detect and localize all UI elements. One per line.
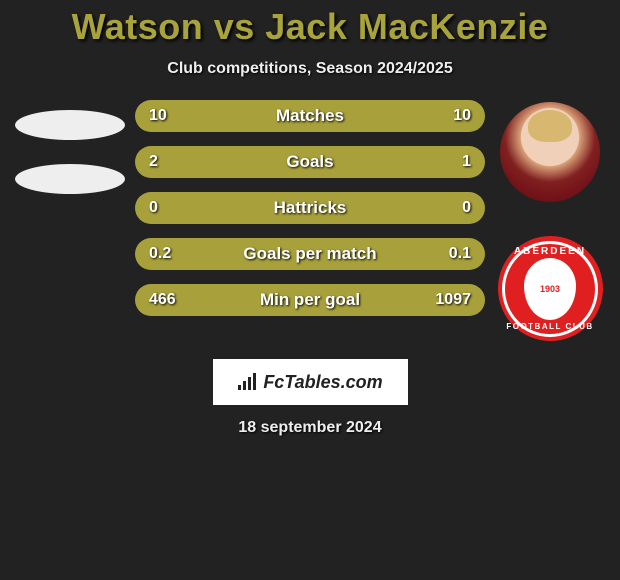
- chart-icon: [237, 373, 259, 391]
- stat-right-value: 1: [431, 153, 471, 171]
- club-badge-shield: 1903: [524, 258, 576, 320]
- club-year: 1903: [540, 284, 560, 294]
- comparison-infographic: Watson vs Jack MacKenzie Club competitio…: [0, 0, 620, 580]
- stat-right-value: 0.1: [431, 245, 471, 263]
- stat-bar-min-per-goal: 466 Min per goal 1097: [135, 284, 485, 316]
- player2-club-badge: ABERDEEN 1903 FOOTBALL CLUB: [498, 236, 603, 341]
- stat-right-value: 0: [431, 199, 471, 217]
- club-name-top: ABERDEEN: [514, 246, 586, 257]
- club-name-bottom: FOOTBALL CLUB: [506, 322, 593, 331]
- player2-avatar: [500, 102, 600, 202]
- stat-left-value: 0: [149, 199, 189, 217]
- stat-label: Goals per match: [243, 244, 376, 264]
- main-row: 10 Matches 10 2 Goals 1 0 Hattricks 0 0.…: [0, 100, 620, 341]
- stat-bar-goals-per-match: 0.2 Goals per match 0.1: [135, 238, 485, 270]
- footer: FcTables.com 18 september 2024: [213, 359, 408, 437]
- stat-left-value: 466: [149, 291, 189, 309]
- player1-column: [5, 100, 135, 194]
- player2-column: ABERDEEN 1903 FOOTBALL CLUB: [485, 100, 615, 341]
- stat-bar-matches: 10 Matches 10: [135, 100, 485, 132]
- stat-label: Min per goal: [260, 290, 360, 310]
- player1-avatar-placeholder: [15, 110, 125, 140]
- stat-right-value: 1097: [431, 291, 471, 309]
- stat-left-value: 2: [149, 153, 189, 171]
- stat-label: Hattricks: [274, 198, 347, 218]
- date-text: 18 september 2024: [238, 419, 381, 437]
- logo-text: FcTables.com: [263, 372, 382, 393]
- player1-club-placeholder: [15, 164, 125, 194]
- stat-label: Matches: [276, 106, 344, 126]
- stat-bar-hattricks: 0 Hattricks 0: [135, 192, 485, 224]
- stat-left-value: 0.2: [149, 245, 189, 263]
- stats-column: 10 Matches 10 2 Goals 1 0 Hattricks 0 0.…: [135, 100, 485, 316]
- fctables-logo: FcTables.com: [213, 359, 408, 405]
- stat-bar-goals: 2 Goals 1: [135, 146, 485, 178]
- page-title: Watson vs Jack MacKenzie: [72, 6, 549, 48]
- stat-label: Goals: [286, 152, 333, 172]
- stat-left-value: 10: [149, 107, 189, 125]
- stat-right-value: 10: [431, 107, 471, 125]
- subtitle: Club competitions, Season 2024/2025: [167, 60, 452, 78]
